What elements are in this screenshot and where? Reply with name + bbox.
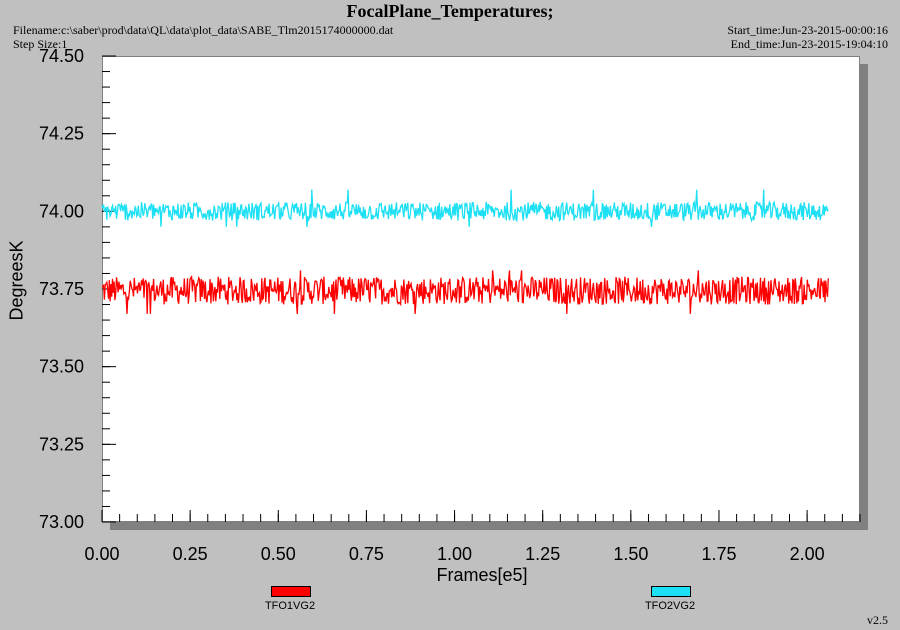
- filename-text: Filename:c:\saber\prod\data\QL\data\plot…: [13, 23, 394, 37]
- y-tick-label: 73.50: [39, 357, 84, 377]
- legend-swatch-series1: [271, 586, 311, 597]
- y-tick-label: 73.00: [39, 512, 84, 532]
- x-tick-label: 1.50: [613, 544, 648, 564]
- x-tick-label: 0.00: [84, 544, 119, 564]
- x-tick-label: 0.75: [349, 544, 384, 564]
- y-tick-label: 74.00: [39, 201, 84, 221]
- series-line-1: [101, 270, 829, 314]
- x-axis-label: Frames[e5]: [436, 565, 528, 585]
- y-tick-label: 73.25: [39, 434, 84, 454]
- legend-label-series2: TFO2VG2: [644, 600, 696, 612]
- legend-label-series1: TFO1VG2: [264, 600, 316, 612]
- version-label: v2.5: [867, 613, 888, 627]
- x-tick-label: 1.25: [525, 544, 560, 564]
- start-time-text: Start_time:Jun-23-2015-00:00:16: [727, 23, 888, 37]
- chart-title: FocalPlane_Temperatures;: [346, 1, 554, 21]
- x-tick-label: 0.50: [261, 544, 296, 564]
- y-tick-label: 73.75: [39, 279, 84, 299]
- series-line-2: [101, 189, 829, 227]
- x-tick-label: 0.25: [173, 544, 208, 564]
- legend-swatch-series2: [651, 586, 691, 597]
- x-tick-label: 1.00: [437, 544, 472, 564]
- end-time-text: End_time:Jun-23-2015-19:04:10: [730, 37, 888, 51]
- x-tick-label: 1.75: [701, 544, 736, 564]
- x-tick-label: 2.00: [790, 544, 825, 564]
- y-tick-label: 74.25: [39, 124, 84, 144]
- y-tick-label: 74.50: [39, 46, 84, 66]
- y-axis-label: DegreesK: [6, 240, 27, 321]
- step-size-text: Step Size:1: [13, 37, 68, 51]
